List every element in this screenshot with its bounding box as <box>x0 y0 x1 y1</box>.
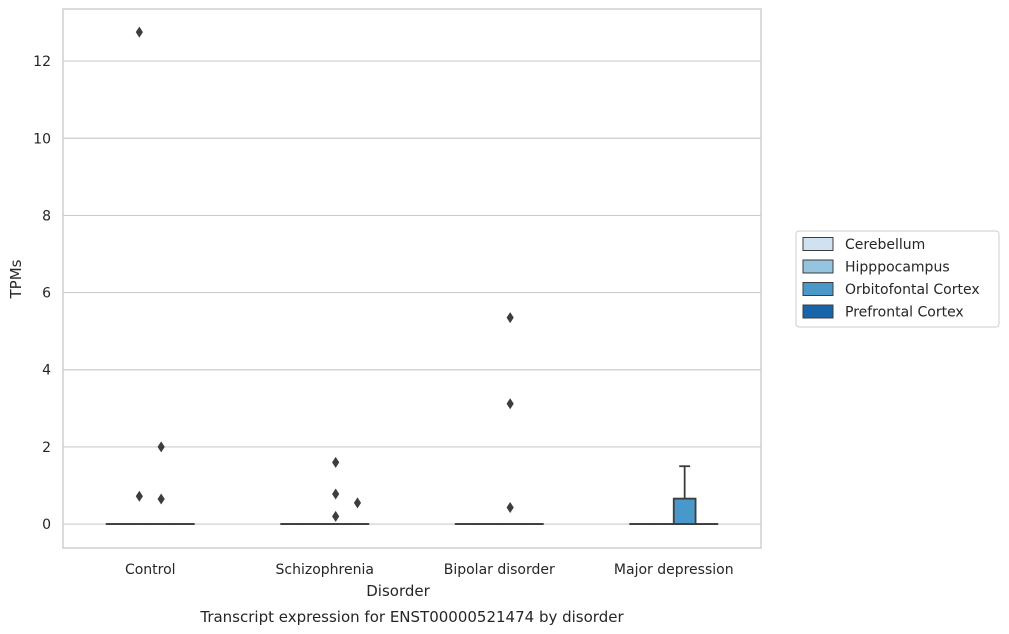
legend-swatch <box>802 259 834 274</box>
box-group <box>345 497 370 525</box>
legend-label: Orbitofontal Cortex <box>845 282 980 298</box>
y-tick-label: 8 <box>42 208 51 224</box>
box-group <box>323 456 348 525</box>
outlier-point <box>135 490 143 502</box>
box-group <box>127 26 152 525</box>
legend-label: Cerebellum <box>845 237 925 253</box>
plot-area-frame <box>62 8 762 549</box>
outlier-point <box>353 497 362 509</box>
legend-label: Hipppocampus <box>845 260 950 276</box>
y-tick-labels: 0 2 4 6 8 10 12 <box>33 54 51 533</box>
y-tick-label: 2 <box>42 440 51 456</box>
box-group <box>498 312 522 525</box>
outlier-point <box>506 312 514 324</box>
x-tick-label: Control <box>125 562 176 578</box>
legend-label: Prefrontal Cortex <box>845 305 964 321</box>
box-group <box>672 465 697 525</box>
outlier-point <box>135 26 143 38</box>
x-tick-label: Schizophrenia <box>276 562 374 578</box>
y-tick-label: 10 <box>33 131 51 147</box>
x-tick-label: Major depression <box>614 562 734 578</box>
legend-swatch <box>802 282 834 296</box>
box-body <box>672 497 697 525</box>
x-axis-label: Disorder <box>366 582 430 600</box>
box-group <box>149 441 173 525</box>
y-tick-label: 4 <box>42 363 51 379</box>
y-tick-label: 12 <box>33 54 51 70</box>
box-series <box>105 26 719 525</box>
outlier-point <box>332 456 340 468</box>
outlier-point <box>157 493 165 505</box>
outlier-point <box>506 501 514 513</box>
legend-swatch <box>802 237 834 251</box>
outlier-point <box>332 510 340 522</box>
y-axis-label: TPMs <box>7 259 25 299</box>
legend: Cerebellum Hipppocampus Orbitofontal Corte… <box>795 230 1000 328</box>
outlier-point <box>157 441 165 453</box>
legend-swatch <box>802 304 834 319</box>
legend-box <box>795 230 1000 328</box>
y-tick-label: 0 <box>42 517 51 533</box>
chart-caption: Transcript expression for ENST0000052147… <box>199 608 624 626</box>
x-tick-label: Bipolar disorder <box>444 562 555 578</box>
outlier-point <box>332 488 340 500</box>
outlier-point <box>506 398 514 410</box>
x-tick-labels: Control Schizophrenia Bipolar disorder Majo… <box>125 562 734 578</box>
y-tick-label: 6 <box>42 286 51 302</box>
